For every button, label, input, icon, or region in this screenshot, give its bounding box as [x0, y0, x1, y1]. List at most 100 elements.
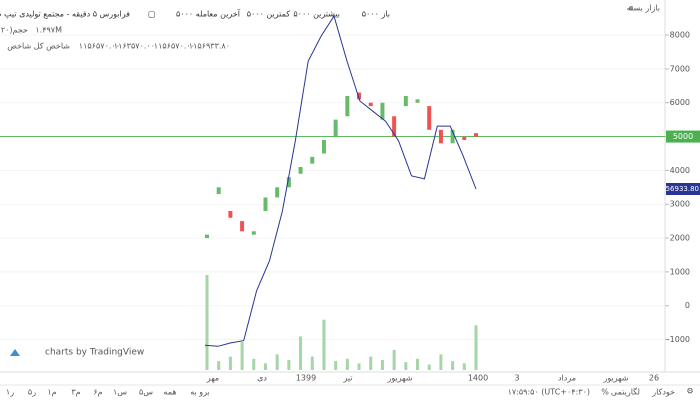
range-button[interactable]: ۱س	[113, 388, 127, 397]
candle	[380, 102, 385, 120]
index-value: ۱۱۶۳۵۷۰.۰۰	[114, 42, 155, 51]
volume-bar	[287, 359, 291, 370]
candle	[403, 95, 408, 107]
range-button[interactable]: همه	[163, 388, 176, 397]
volume-bar	[451, 361, 455, 370]
watermark: charts by TradingView	[45, 348, 144, 358]
y-tick-label: 1000	[670, 267, 690, 276]
icon: ▢	[148, 10, 156, 19]
index-last-label: 1156933.80	[657, 185, 699, 193]
range-button[interactable]: ۵س	[139, 388, 153, 397]
candle	[321, 139, 326, 154]
volume-bar	[392, 349, 396, 370]
clock: ۱۷:۵۹:۵۰ (UTC+۰۴:۳۰)	[508, 388, 590, 397]
log-toggle[interactable]: لگاریتمی	[611, 387, 640, 397]
volume-label: حجم(۲۰)	[0, 26, 28, 35]
price-label-bg	[666, 130, 700, 143]
index-line	[204, 14, 477, 347]
ohlc-value: ۵۰۰۰ کمترین	[247, 10, 291, 19]
ohlc-value: ۵۰۰۰ آخرین معامله	[176, 9, 241, 19]
symbol: فرابورس ۵ دقیقه - مجتمع تولیدی تیپ صنعت …	[0, 10, 130, 19]
y-tick-label: -1000	[667, 335, 690, 344]
candle	[415, 99, 420, 103]
volume-bar	[299, 336, 303, 370]
candle	[427, 106, 432, 130]
candle	[333, 119, 338, 137]
candle	[228, 210, 233, 218]
volume-bar	[357, 363, 361, 370]
x-tick-label: مرداد	[558, 374, 576, 383]
volume-bar	[217, 361, 221, 370]
volume-value: ۱.۴۹۷M	[35, 26, 62, 35]
y-tick-label: 7000	[670, 64, 690, 73]
x-tick-label: دی	[257, 374, 267, 383]
range-button[interactable]: ۶م	[93, 388, 102, 397]
y-tick-label: 4000	[670, 166, 690, 175]
index-value: ۱۱۵۶۹۳۳.۸۰	[189, 42, 230, 51]
volume-bar	[416, 358, 420, 370]
candle	[275, 187, 280, 198]
status-dot	[629, 6, 633, 10]
ohlc-value: ۵۰۰۰ باز	[362, 10, 390, 19]
y-tick-label: 6000	[670, 98, 690, 107]
market-status: بازار بسته	[627, 4, 660, 13]
y-tick-label: 0	[685, 301, 690, 310]
candle	[216, 187, 221, 195]
range-button[interactable]: ۳م	[71, 388, 80, 397]
x-tick-label: 1399	[296, 374, 316, 383]
x-tick-label: 26	[649, 374, 659, 383]
candle	[298, 167, 303, 174]
index-label: شاخص کل شاخص	[7, 42, 70, 51]
x-tick-label: 3	[514, 374, 519, 383]
volume-bar	[369, 356, 373, 370]
index-value: ۱۱۵۶۵۷۰.۰۰	[79, 42, 120, 51]
candle	[462, 136, 467, 140]
candle	[392, 116, 397, 137]
volume-bar	[228, 356, 232, 370]
volume-bar	[439, 354, 443, 370]
volume-bar	[275, 354, 279, 370]
volume-bar	[263, 363, 267, 370]
index-label-bg	[666, 183, 700, 195]
y-tick-label: 8000	[670, 31, 690, 40]
volume-bar	[462, 363, 466, 370]
x-tick-label: شهریور	[386, 374, 412, 383]
range-button[interactable]: ۱ر	[6, 388, 14, 397]
x-tick-label: مهر	[206, 374, 219, 383]
x-tick-label: شهریور	[602, 374, 628, 383]
candle	[474, 133, 478, 137]
percent-toggle[interactable]: %	[601, 388, 609, 397]
candle	[450, 129, 455, 144]
x-tick-label: تیر	[342, 374, 352, 383]
volume-bar	[427, 364, 431, 370]
range-button[interactable]: برو به	[190, 388, 210, 397]
settings-icon[interactable]: ⚙	[686, 387, 693, 396]
volume-bar	[240, 342, 244, 370]
ohlc-value: ۵۰۰۰ بیشترین	[293, 10, 340, 19]
volume-bar	[380, 359, 384, 370]
range-button[interactable]: ۱م	[47, 388, 56, 397]
candle	[310, 156, 315, 164]
volume-bar	[205, 275, 209, 370]
volume-bar	[310, 356, 314, 370]
volume-bar	[334, 361, 338, 370]
candle	[357, 92, 362, 100]
candle	[240, 221, 245, 232]
candle	[345, 95, 350, 117]
volume-bar	[404, 362, 408, 370]
auto-toggle[interactable]: خودکار	[651, 388, 675, 397]
volume-bar	[474, 325, 478, 370]
candle	[205, 234, 209, 239]
y-tick-label: 3000	[670, 200, 690, 209]
candle	[251, 231, 256, 235]
y-tick-label: 2000	[670, 234, 690, 243]
candle	[368, 102, 373, 107]
range-button[interactable]: ۵ر	[28, 388, 36, 397]
volume-bar	[322, 319, 326, 370]
price-label: 5000	[673, 132, 693, 141]
candle	[286, 177, 291, 188]
volume-bar	[252, 358, 256, 370]
watermark-logo	[10, 349, 20, 356]
